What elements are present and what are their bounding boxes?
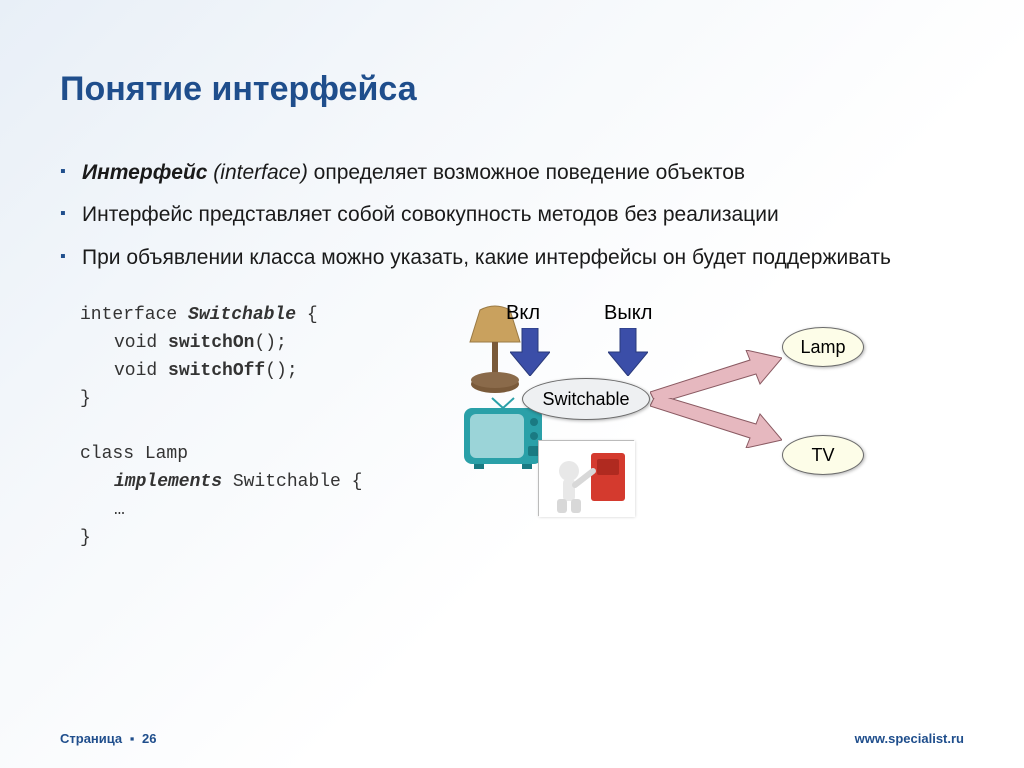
- arrow-right-icon: [650, 350, 782, 400]
- bullet-italic: (interface): [207, 161, 307, 184]
- arrow-down-icon: [608, 328, 648, 376]
- page-indicator: Страница ▪ 26: [60, 731, 156, 746]
- node-lamp: Lamp: [782, 327, 864, 367]
- node-switchable: Switchable: [522, 378, 650, 420]
- code-block: interface Switchable { void switchOn(); …: [60, 302, 420, 562]
- bullet-list: Интерфейс (interface) определяет возможн…: [60, 159, 964, 272]
- switch-illustration: [538, 440, 634, 516]
- bullet-item: При объявлении класса можно указать, как…: [60, 244, 964, 272]
- node-tv: TV: [782, 435, 864, 475]
- bullet-text: определяет возможное поведение объектов: [308, 161, 745, 184]
- diagram: Вкл Выкл Switchable Lamp TV: [460, 302, 964, 562]
- label-on: Вкл: [506, 302, 540, 325]
- bullet-item: Интерфейс (interface) определяет возможн…: [60, 159, 964, 187]
- arrow-down-icon: [510, 328, 550, 376]
- bullet-bold: Интерфейс: [82, 161, 207, 184]
- footer: Страница ▪ 26 www.specialist.ru: [60, 731, 964, 746]
- slide-title: Понятие интерфейса: [60, 70, 964, 109]
- label-off: Выкл: [604, 302, 652, 325]
- bullet-item: Интерфейс представляет собой совокупност…: [60, 201, 964, 229]
- arrow-right-icon: [650, 398, 782, 448]
- footer-url: www.specialist.ru: [855, 731, 964, 746]
